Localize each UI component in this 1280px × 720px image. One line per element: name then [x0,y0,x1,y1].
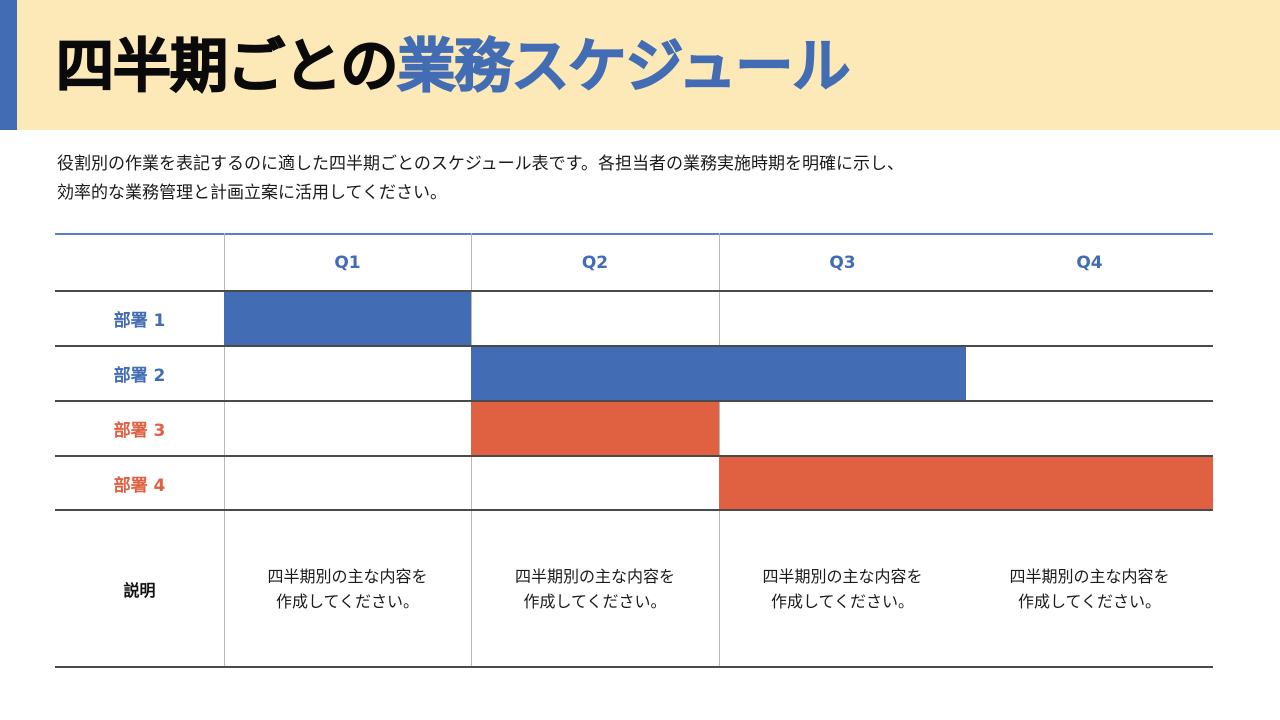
title-part-black: 四半期ごとの [55,31,399,101]
description-cell-q2[interactable]: 四半期別の主な内容を 作成してください。 [514,566,675,611]
table-bottom-rule [55,666,1213,668]
column-divider-3 [719,233,720,668]
dept-label-2: 部署 2 [113,366,166,386]
description-cell-q3[interactable]: 四半期別の主な内容を 作成してください。 [762,566,923,611]
column-divider-1 [224,233,225,668]
page-title: 四半期ごとの業務スケジュール [55,26,851,106]
schedule-bar-dept-4[interactable] [719,456,1213,510]
description-cell-q1[interactable]: 四半期別の主な内容を 作成してください。 [267,566,428,611]
header-q1: Q1 [334,252,361,273]
dept-label-1: 部署 1 [113,311,166,331]
header-q3: Q3 [829,252,856,273]
row-divider-header [55,290,1213,292]
schedule-table: Q1 Q2 Q3 Q4 部署 1 部署 2 部署 3 部署 4 説明 四半期別の… [55,233,1213,668]
description-cell-q4[interactable]: 四半期別の主な内容を 作成してください。 [1009,566,1170,611]
header-band [0,0,1280,130]
description-row-label: 説明 [123,580,156,600]
header-q2: Q2 [581,252,609,273]
header-q4: Q4 [1076,252,1103,273]
schedule-bar-dept-2[interactable] [471,346,966,401]
description: 役割別の作業を表記するのに適した四半期ごとのスケジュール表です。各担当者の業務実… [57,150,1057,208]
row-divider-1 [55,345,1213,347]
description-line-1: 役割別の作業を表記するのに適した四半期ごとのスケジュール表です。各担当者の業務実… [57,154,904,174]
accent-bar [0,0,17,130]
schedule-bar-dept-1[interactable] [224,291,471,346]
row-divider-3 [55,455,1213,457]
row-divider-4 [55,509,1213,511]
row-divider-2 [55,400,1213,402]
description-line-2: 効率的な業務管理と計画立案に活用してください。 [57,183,447,203]
schedule-bar-dept-3[interactable] [471,401,719,456]
dept-label-3: 部署 3 [113,421,166,441]
title-part-blue: 業務スケジュール [397,31,851,101]
table-top-rule [55,233,1213,235]
dept-label-4: 部署 4 [113,475,166,496]
